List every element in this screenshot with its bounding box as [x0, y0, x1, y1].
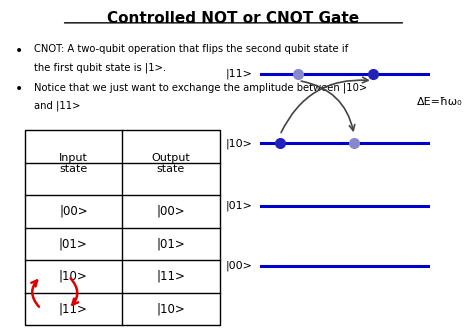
- Text: |01>: |01>: [59, 237, 88, 250]
- Text: |00>: |00>: [59, 205, 88, 218]
- Text: CNOT: A two-qubit operation that flips the second qubit state if: CNOT: A two-qubit operation that flips t…: [34, 44, 348, 54]
- Text: and |11>: and |11>: [34, 101, 80, 111]
- Text: Input: Input: [59, 153, 88, 163]
- Text: •: •: [15, 82, 24, 96]
- Text: •: •: [15, 44, 24, 58]
- Text: |11>: |11>: [225, 69, 252, 79]
- Text: |00>: |00>: [225, 260, 252, 271]
- Text: |01>: |01>: [156, 237, 185, 250]
- Text: |00>: |00>: [156, 205, 185, 218]
- Text: |11>: |11>: [59, 302, 88, 315]
- Bar: [25, 130, 219, 325]
- Text: Controlled NOT or CNOT Gate: Controlled NOT or CNOT Gate: [108, 11, 360, 26]
- Text: |11>: |11>: [156, 270, 185, 283]
- Text: ΔE=ħω₀: ΔE=ħω₀: [417, 97, 463, 107]
- Text: Output: Output: [151, 153, 190, 163]
- Text: state: state: [59, 164, 88, 174]
- Text: the first qubit state is |1>.: the first qubit state is |1>.: [34, 63, 166, 73]
- Text: |10>: |10>: [59, 270, 88, 283]
- Text: |01>: |01>: [225, 201, 252, 211]
- Text: |10>: |10>: [225, 138, 252, 149]
- Text: state: state: [157, 164, 185, 174]
- Text: |10>: |10>: [156, 302, 185, 315]
- Text: Notice that we just want to exchange the amplitude between |10>: Notice that we just want to exchange the…: [34, 82, 367, 93]
